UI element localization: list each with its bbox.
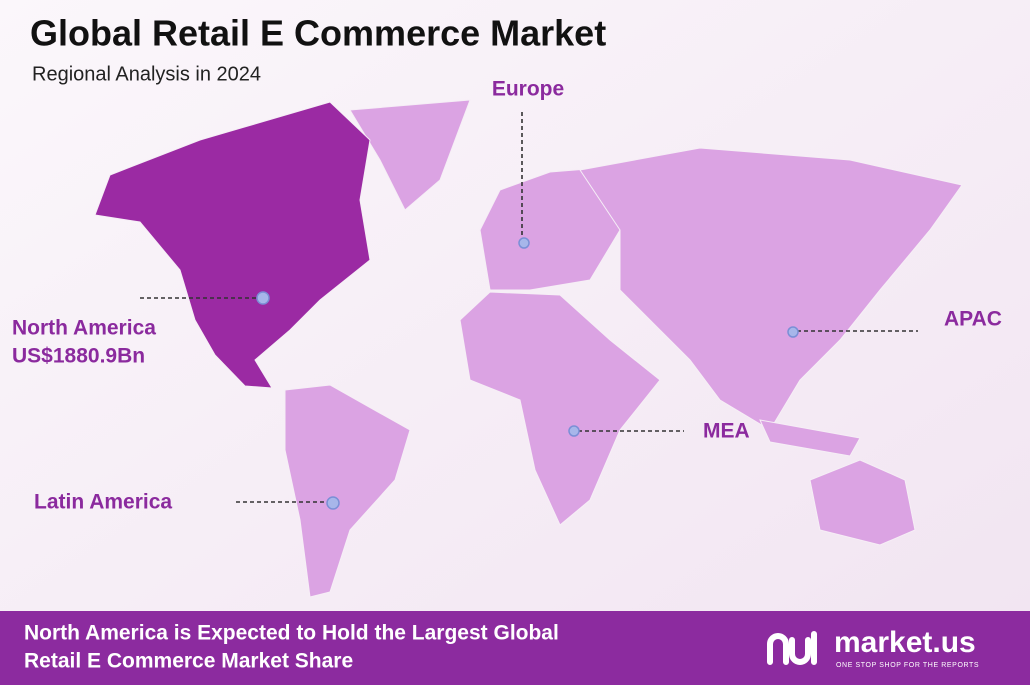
indonesia: [759, 419, 861, 457]
subtitle: Regional Analysis in 2024: [32, 63, 261, 85]
region-value: US$1880.9Bn: [12, 345, 145, 368]
marker: [518, 237, 530, 249]
marker: [568, 425, 580, 437]
footer-text: Retail E Commerce Market Share: [24, 650, 353, 673]
world-map: [94, 99, 963, 598]
logo: market.us ONE STOP SHOP FOR THE REPORTS: [767, 626, 979, 669]
marker: [787, 326, 799, 338]
marker: [326, 496, 340, 510]
region-label: North America: [12, 317, 156, 340]
footer-text: North America is Expected to Hold the La…: [24, 622, 559, 645]
region-label: APAC: [944, 308, 1002, 331]
marker: [256, 291, 270, 305]
north-america: [94, 101, 371, 389]
region-label: Latin America: [34, 491, 172, 514]
tagline: ONE STOP SHOP FOR THE REPORTS: [836, 662, 979, 669]
greenland: [349, 99, 471, 211]
region-label: MEA: [703, 420, 750, 443]
africa: [459, 291, 661, 526]
australia: [809, 459, 916, 546]
south-america: [284, 384, 411, 598]
brand: market.us: [834, 626, 976, 659]
logo-mark: [767, 631, 817, 665]
asia: [579, 147, 963, 431]
footer-banner: [0, 611, 1030, 685]
title: Global Retail E Commerce Market: [30, 13, 606, 54]
region-label: Europe: [492, 78, 564, 101]
markers: [140, 112, 918, 510]
